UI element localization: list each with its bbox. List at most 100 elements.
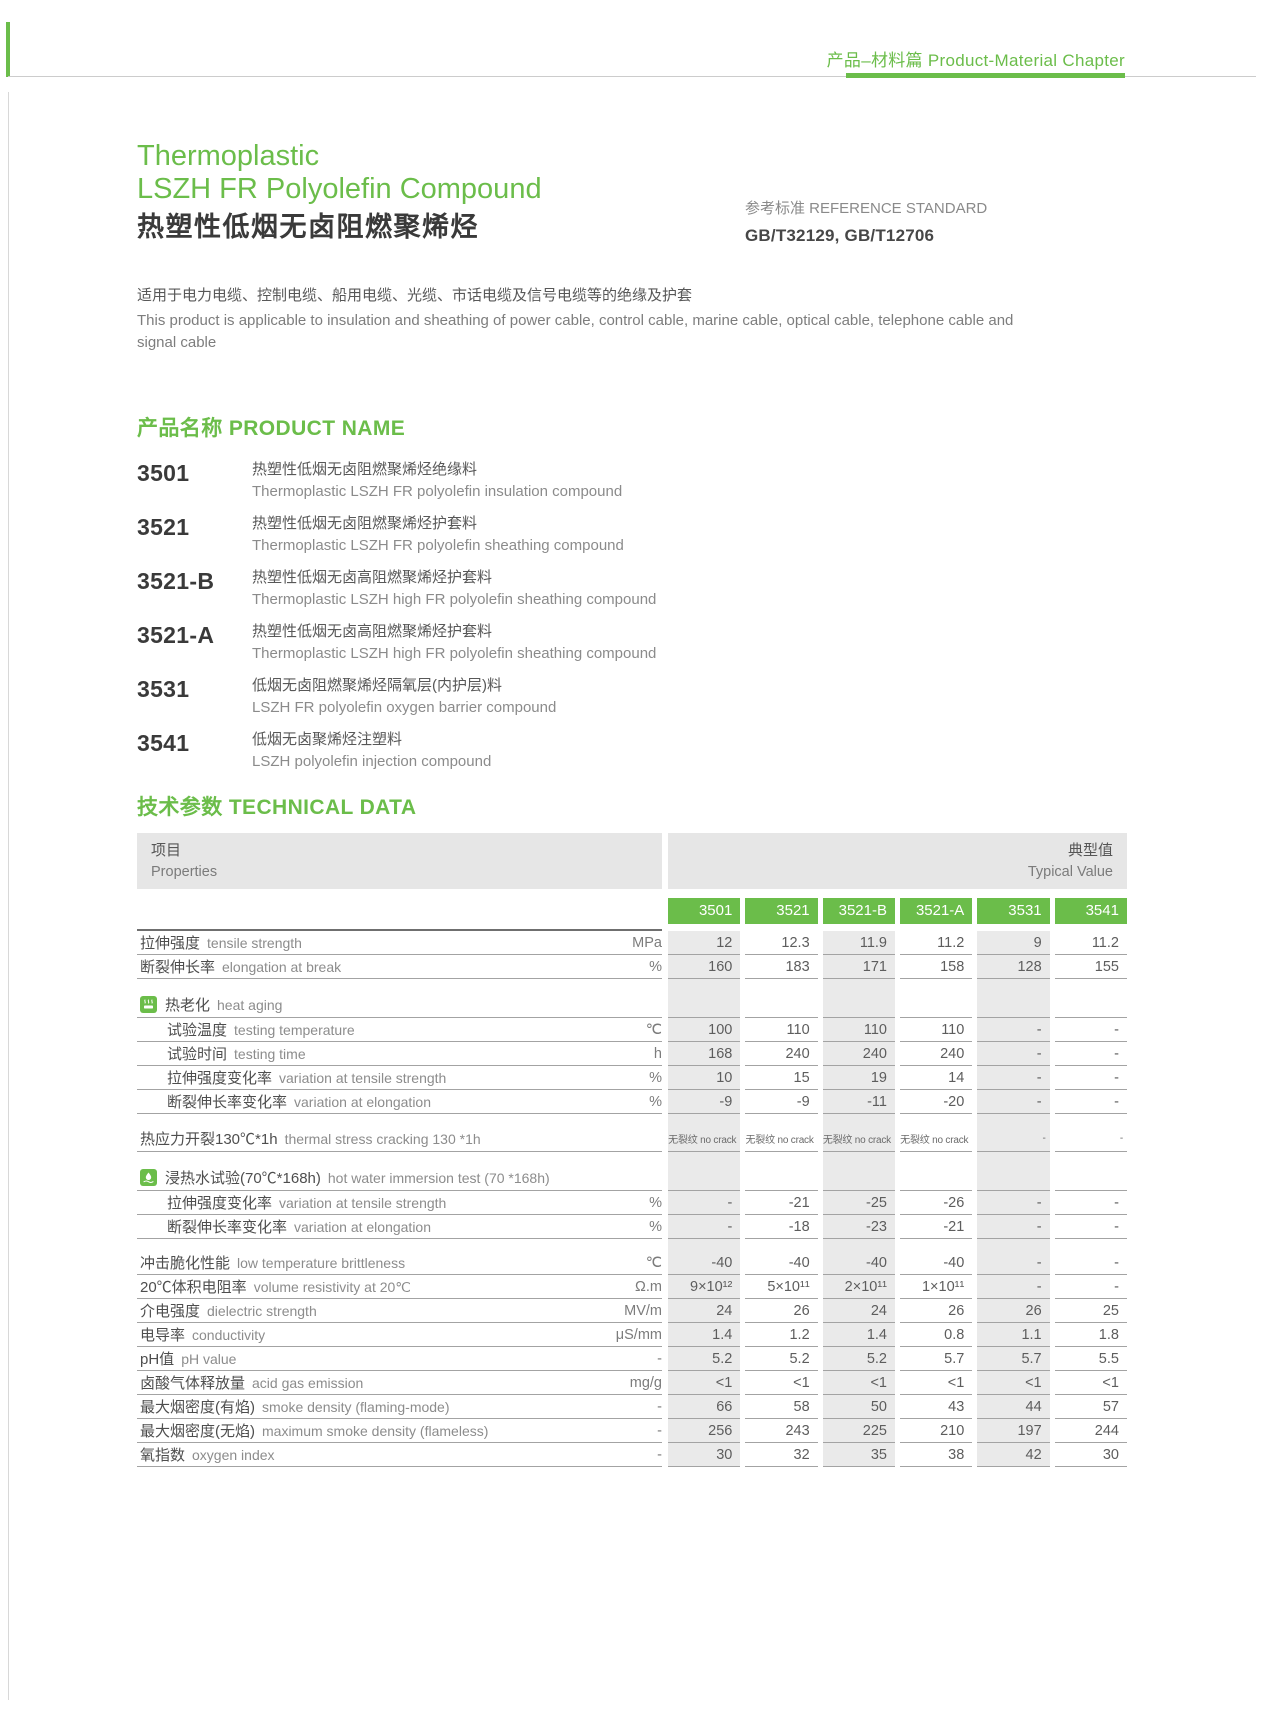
product-code: 3531 <box>137 676 190 702</box>
value-cell: 30 <box>668 1443 741 1467</box>
table-row: 断裂伸长率 elongation at break% 160 183 171 158 128… <box>137 955 1127 979</box>
product-list: 3501 热塑性低烟无卤阻燃聚烯烃绝缘料 Thermoplastic LSZH FR… <box>137 458 1127 773</box>
value-cell <box>900 1239 972 1251</box>
value-cell: 66 <box>668 1395 741 1419</box>
typical-value-header-zh: 典型值 <box>1067 842 1113 859</box>
table-row: 20℃体积电阻率 volume resistivity at 20℃ Ω.m 9×10… <box>137 1275 1127 1299</box>
row-label-zh: 冲击脆化性能 <box>140 1255 231 1272</box>
value-cell: 26 <box>899 1299 973 1323</box>
description-en: This product is applicable to insulation… <box>137 312 1014 351</box>
row-left: 20℃体积电阻率 volume resistivity at 20℃ Ω.m <box>137 1275 662 1299</box>
value-cell: 9×10¹² <box>668 1275 741 1299</box>
column-header: 3521 <box>745 898 818 924</box>
value-cell: <1 <box>977 1371 1050 1395</box>
value-cell <box>1055 1152 1127 1164</box>
row-label-zh: 介电强度 <box>140 1303 201 1320</box>
value-cell: 43 <box>899 1395 973 1419</box>
value-cell: 25 <box>1054 1299 1127 1323</box>
table-row: 电导率 conductivity μS/mm 1.4 1.2 1.4 0.8 1.1 1.8 <box>137 1323 1127 1347</box>
value-cell: 44 <box>977 1395 1050 1419</box>
value-cell: - <box>1054 1042 1127 1066</box>
row-label-zh: 热老化 <box>165 996 211 1014</box>
row-label-zh: 卤酸气体释放量 <box>140 1375 246 1392</box>
row-left: 拉伸强度变化率 variation at tensile strength% <box>137 1191 662 1215</box>
row-left: 氧指数 oxygen index - <box>137 1443 662 1467</box>
table-row: 断裂伸长率变化率 variation at elongation% -9 -9 -11-… <box>137 1090 1127 1114</box>
row-label-zh: 氧指数 <box>140 1447 186 1464</box>
table-body: 拉伸强度 tensile strength MPa 12 12.3 11.9 11.2 9 11… <box>137 931 1127 1467</box>
technical-data-heading: 技术参数 TECHNICAL DATA <box>137 796 417 819</box>
value-cell: 5.2 <box>822 1347 895 1371</box>
row-label-en: thermal stress cracking 130 *1h <box>284 1131 481 1147</box>
row-values <box>668 991 1127 1018</box>
value-cell: 无裂纹 no crack <box>745 1126 818 1152</box>
table-gap-row <box>137 1239 1127 1251</box>
value-cell: 110 <box>899 1018 973 1042</box>
row-unit: % <box>649 1218 662 1235</box>
value-cell <box>822 979 895 991</box>
row-values <box>668 979 1127 991</box>
product-desc-zh: 热塑性低烟无卤阻燃聚烯烃护套料 <box>252 515 478 532</box>
column-header: 3521-B <box>822 898 895 924</box>
value-cell: 197 <box>977 1419 1050 1443</box>
value-cell: 5×10¹¹ <box>745 1275 818 1299</box>
value-cell <box>822 1114 895 1126</box>
row-unit: mg/g <box>629 1374 662 1391</box>
value-cell: 24 <box>668 1299 741 1323</box>
value-cell <box>900 1152 972 1164</box>
row-unit: % <box>649 1194 662 1211</box>
value-cell: 11.2 <box>1054 931 1127 955</box>
product-desc: 热塑性低烟无卤高阻燃聚烯烃护套料 Thermoplastic LSZH high … <box>252 566 656 611</box>
product-desc-zh: 热塑性低烟无卤高阻燃聚烯烃护套料 <box>252 623 493 640</box>
row-left: 介电强度 dielectric strength MV/m <box>137 1299 662 1323</box>
value-cell <box>977 1152 1050 1164</box>
properties-header-en: Properties <box>151 864 218 880</box>
row-values <box>668 1164 1127 1191</box>
row-unit: Ω.m <box>635 1278 662 1295</box>
value-cell <box>1054 991 1127 1018</box>
row-label: 介电强度 dielectric strength <box>140 1300 624 1321</box>
row-values: 160 183 171 158 128 155 <box>668 955 1127 979</box>
value-cell <box>668 979 741 991</box>
value-cell: 243 <box>745 1419 818 1443</box>
value-cell: - <box>1054 1191 1127 1215</box>
row-label-zh: 断裂伸长率变化率 <box>167 1094 288 1111</box>
value-cell: 128 <box>977 955 1050 979</box>
value-cell: - <box>1054 1275 1127 1299</box>
row-label-zh: 拉伸强度变化率 <box>167 1195 273 1212</box>
row-label-zh: 断裂伸长率变化率 <box>167 1219 288 1236</box>
row-left <box>137 1114 662 1126</box>
product-desc-en: Thermoplastic LSZH FR polyolefin sheathi… <box>252 537 624 554</box>
value-cell: 12.3 <box>745 931 818 955</box>
value-cell <box>822 1164 895 1191</box>
value-cell: 225 <box>822 1419 895 1443</box>
value-cell <box>977 1114 1050 1126</box>
value-cell: -11 <box>822 1090 895 1114</box>
row-label: 断裂伸长率 elongation at break <box>140 956 649 977</box>
row-unit: - <box>657 1350 662 1367</box>
row-label-zh: 浸热水试验(70℃*168h) <box>165 1169 321 1187</box>
value-cell: 110 <box>822 1018 895 1042</box>
row-values: 100 110 110 110- - <box>668 1018 1127 1042</box>
row-unit: h <box>653 1045 662 1062</box>
row-left: pH值 pH value - <box>137 1347 662 1371</box>
row-label-en: variation at elongation <box>294 1094 432 1110</box>
value-cell <box>977 1239 1050 1251</box>
value-cell: - <box>977 1275 1050 1299</box>
row-unit: ℃ <box>645 1254 662 1271</box>
row-label-en: low temperature brittleness <box>237 1255 406 1271</box>
value-cell <box>1054 1164 1127 1191</box>
row-values <box>668 1114 1127 1126</box>
value-cell: 1.4 <box>668 1323 741 1347</box>
value-cell: 5.5 <box>1054 1347 1127 1371</box>
row-label-zh: 最大烟密度(有焰) <box>140 1399 255 1416</box>
row-label-zh: 断裂伸长率 <box>140 959 216 976</box>
value-cell <box>745 1114 817 1126</box>
table-row: 热应力开裂130℃*1h thermal stress cracking 130 … <box>137 1126 1127 1152</box>
value-cell: 168 <box>668 1042 741 1066</box>
row-left: 最大烟密度(有焰) smoke density (flaming-mode) - <box>137 1395 662 1419</box>
row-label-en: heat aging <box>217 996 283 1013</box>
row-label: 拉伸强度 tensile strength <box>140 932 632 953</box>
row-label-zh: 电导率 <box>140 1327 186 1344</box>
value-cell: 0.8 <box>899 1323 973 1347</box>
